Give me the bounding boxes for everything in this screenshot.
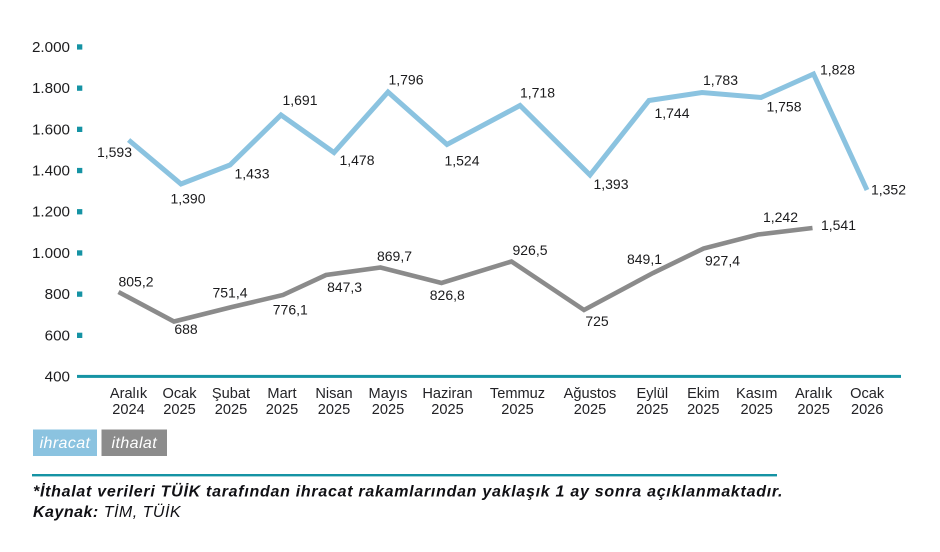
svg-text:Şubat: Şubat <box>212 386 250 402</box>
svg-text:2025: 2025 <box>501 402 533 418</box>
svg-text:1.200: 1.200 <box>32 204 70 221</box>
svg-text:2025: 2025 <box>797 402 829 418</box>
svg-text:ihracat: ihracat <box>40 435 91 452</box>
svg-text:Ağustos: Ağustos <box>564 386 617 402</box>
svg-text:805,2: 805,2 <box>118 274 153 290</box>
svg-text:1,796: 1,796 <box>388 72 423 88</box>
svg-text:Nisan: Nisan <box>315 386 352 402</box>
svg-text:Ocak: Ocak <box>850 386 885 402</box>
svg-text:2025: 2025 <box>687 402 719 418</box>
svg-text:826,8: 826,8 <box>430 287 465 303</box>
svg-text:2025: 2025 <box>163 402 195 418</box>
svg-text:2025: 2025 <box>318 402 350 418</box>
svg-text:1.600: 1.600 <box>32 121 70 138</box>
svg-text:869,7: 869,7 <box>377 248 412 264</box>
svg-text:1,352: 1,352 <box>871 182 906 198</box>
svg-text:1,478: 1,478 <box>339 152 374 168</box>
svg-text:Aralık: Aralık <box>795 386 833 402</box>
svg-text:2025: 2025 <box>372 402 404 418</box>
svg-text:2.000: 2.000 <box>32 39 70 56</box>
svg-text:1,783: 1,783 <box>703 72 738 88</box>
svg-text:927,4: 927,4 <box>705 253 740 269</box>
svg-text:2025: 2025 <box>215 402 247 418</box>
svg-text:1,828: 1,828 <box>820 62 855 78</box>
svg-text:Ocak: Ocak <box>162 386 197 402</box>
svg-text:1,758: 1,758 <box>766 99 801 115</box>
svg-text:1.400: 1.400 <box>32 163 70 180</box>
svg-text:2026: 2026 <box>851 402 883 418</box>
svg-text:1,524: 1,524 <box>444 153 479 169</box>
svg-text:2025: 2025 <box>636 402 668 418</box>
svg-text:Aralık: Aralık <box>110 386 148 402</box>
svg-text:1,718: 1,718 <box>520 85 555 101</box>
svg-text:1,593: 1,593 <box>97 144 132 160</box>
svg-text:Kaynak: TİM, TÜİK: Kaynak: TİM, TÜİK <box>33 502 182 521</box>
svg-text:776,1: 776,1 <box>273 302 308 318</box>
svg-text:2025: 2025 <box>574 402 606 418</box>
svg-text:2025: 2025 <box>266 402 298 418</box>
svg-text:600: 600 <box>45 327 70 344</box>
svg-text:2024: 2024 <box>112 402 144 418</box>
svg-text:Eylül: Eylül <box>636 386 668 402</box>
svg-text:400: 400 <box>45 368 70 385</box>
svg-text:*İthalat verileri TÜİK tarafın: *İthalat verileri TÜİK tarafından ihraca… <box>33 482 783 501</box>
svg-text:2025: 2025 <box>431 402 463 418</box>
svg-text:1.000: 1.000 <box>32 245 70 262</box>
svg-text:1,541: 1,541 <box>821 217 856 233</box>
svg-text:725: 725 <box>585 313 609 329</box>
svg-text:1,744: 1,744 <box>654 105 689 121</box>
svg-text:926,5: 926,5 <box>512 242 547 258</box>
svg-text:Haziran: Haziran <box>422 386 472 402</box>
svg-text:Kasım: Kasım <box>736 386 777 402</box>
svg-text:Mart: Mart <box>267 386 296 402</box>
svg-text:1,691: 1,691 <box>282 92 317 108</box>
svg-text:1,242: 1,242 <box>763 209 798 225</box>
svg-text:849,1: 849,1 <box>627 251 662 267</box>
svg-text:ithalat: ithalat <box>112 435 158 452</box>
svg-text:Mayıs: Mayıs <box>369 386 408 402</box>
svg-text:Ekim: Ekim <box>687 386 719 402</box>
svg-text:1,393: 1,393 <box>593 176 628 192</box>
svg-text:1,390: 1,390 <box>170 191 205 207</box>
svg-text:847,3: 847,3 <box>327 279 362 295</box>
svg-text:1.800: 1.800 <box>32 80 70 97</box>
svg-text:Temmuz: Temmuz <box>490 386 545 402</box>
svg-text:2025: 2025 <box>740 402 772 418</box>
svg-text:1,433: 1,433 <box>234 166 269 182</box>
svg-text:800: 800 <box>45 286 70 303</box>
svg-text:688: 688 <box>174 321 198 337</box>
svg-text:751,4: 751,4 <box>212 285 247 301</box>
